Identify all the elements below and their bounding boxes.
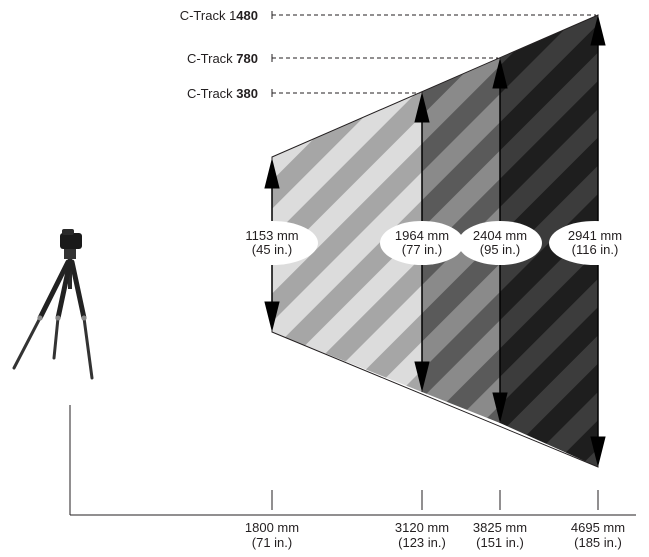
distance-label-2: 3120 mm (123 in.)	[395, 520, 449, 550]
height-label-1: 1153 mm (45 in.)	[226, 221, 318, 265]
zone-380	[272, 92, 422, 392]
svg-text:1153 mm: 1153 mm	[245, 228, 298, 243]
distance-label-4: 4695 mm (185 in.)	[571, 520, 625, 550]
svg-text:3825 mm: 3825 mm	[473, 520, 527, 535]
svg-text:1964 mm: 1964 mm	[395, 228, 449, 243]
svg-text:(77 in.): (77 in.)	[402, 242, 442, 257]
distance-label-1: 1800 mm (71 in.)	[245, 520, 299, 550]
camera-tripod-icon	[12, 229, 94, 380]
track-label-380: C-Track 380	[187, 86, 258, 101]
svg-text:2404 mm: 2404 mm	[473, 228, 527, 243]
svg-text:3120 mm: 3120 mm	[395, 520, 449, 535]
svg-text:(71 in.): (71 in.)	[252, 535, 292, 550]
svg-text:(116 in.): (116 in.)	[572, 242, 619, 257]
svg-text:1800 mm: 1800 mm	[245, 520, 299, 535]
track-label-780: C-Track 780	[187, 51, 258, 66]
distance-label-3: 3825 mm (151 in.)	[473, 520, 527, 550]
height-label-4: 2941 mm (116 in.)	[549, 221, 641, 265]
height-label-3: 2404 mm (95 in.)	[458, 221, 542, 265]
svg-text:(185 in.): (185 in.)	[574, 535, 622, 550]
svg-text:4695 mm: 4695 mm	[571, 520, 625, 535]
zone-1480	[500, 15, 598, 467]
svg-text:2941 mm: 2941 mm	[568, 228, 622, 243]
svg-text:(151 in.): (151 in.)	[476, 535, 524, 550]
height-label-2: 1964 mm (77 in.)	[380, 221, 464, 265]
svg-text:(95 in.): (95 in.)	[480, 242, 520, 257]
svg-text:(45 in.): (45 in.)	[252, 242, 292, 257]
track-label-1480: C-Track 1480	[180, 8, 258, 23]
svg-text:(123 in.): (123 in.)	[398, 535, 446, 550]
